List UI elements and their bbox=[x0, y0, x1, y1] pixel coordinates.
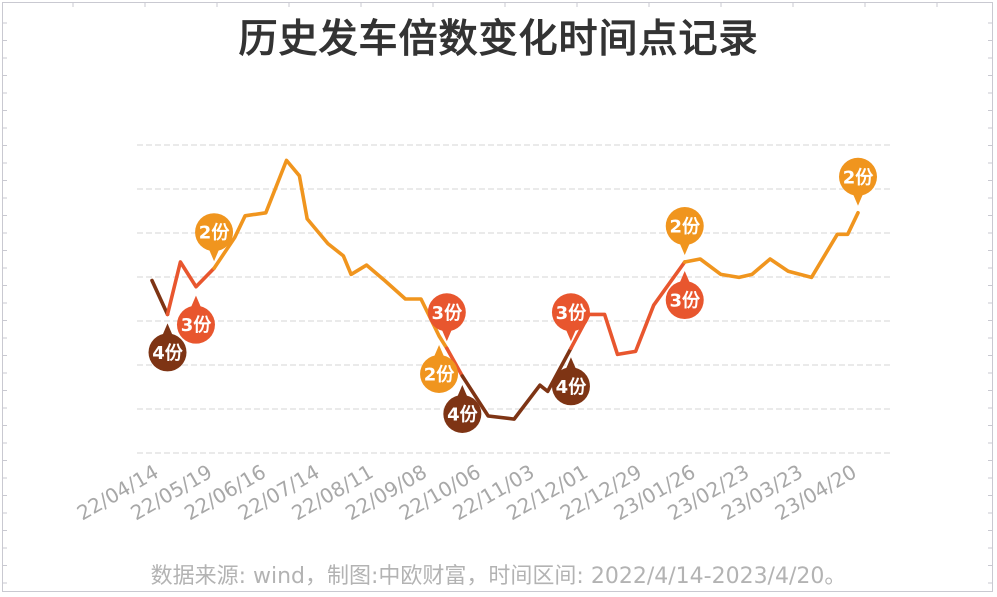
callout-label: 4份 bbox=[152, 342, 184, 364]
callout-4份: 4份 bbox=[148, 323, 187, 372]
source-footnote: 数据来源: wind，制图:中欧财富，时间区间: 2022/4/14-2023/… bbox=[150, 564, 847, 589]
callout-3份: 3份 bbox=[427, 293, 466, 342]
callout-3份: 3份 bbox=[176, 295, 215, 344]
share-callouts: 4份 3份 2份 2份 3份 4份 3份 4份 2份 3份 2份 bbox=[148, 157, 877, 433]
callout-label: 2份 bbox=[843, 166, 875, 188]
data-lines bbox=[150, 158, 860, 421]
series-line-4份 bbox=[460, 346, 573, 421]
callout-3份: 3份 bbox=[665, 271, 704, 320]
callout-2份: 2份 bbox=[839, 157, 877, 206]
callout-label: 3份 bbox=[181, 314, 213, 336]
gridlines bbox=[137, 144, 890, 454]
series-line-2份 bbox=[682, 211, 860, 280]
callout-2份: 2份 bbox=[420, 344, 459, 393]
callout-label: 4份 bbox=[447, 404, 479, 426]
callout-label: 2份 bbox=[669, 216, 701, 238]
callout-label: 3份 bbox=[556, 302, 588, 324]
frame-ticks-right bbox=[988, 22, 993, 584]
callout-4份: 4份 bbox=[551, 357, 590, 406]
chart-title: 历史发车倍数变化时间点记录 bbox=[238, 17, 759, 62]
x-axis-labels: 22/04/1422/05/1922/06/1622/07/1422/08/11… bbox=[73, 460, 861, 526]
series-line-2份 bbox=[212, 158, 449, 351]
frame-ticks-top bbox=[72, 2, 938, 7]
callout-2份: 2份 bbox=[665, 207, 704, 256]
callout-4份: 4份 bbox=[443, 385, 482, 433]
frame-ticks-left bbox=[2, 22, 7, 584]
callout-label: 2份 bbox=[424, 363, 456, 385]
series-line-3份 bbox=[165, 260, 216, 317]
callout-3份: 3份 bbox=[551, 293, 590, 342]
series-line-4份 bbox=[150, 278, 170, 317]
callout-label: 3份 bbox=[669, 290, 701, 312]
series-line-3份 bbox=[444, 346, 465, 378]
callout-label: 3份 bbox=[432, 302, 464, 324]
callout-label: 4份 bbox=[556, 376, 588, 398]
callout-2份: 2份 bbox=[195, 213, 234, 262]
callout-label: 2份 bbox=[199, 222, 231, 244]
